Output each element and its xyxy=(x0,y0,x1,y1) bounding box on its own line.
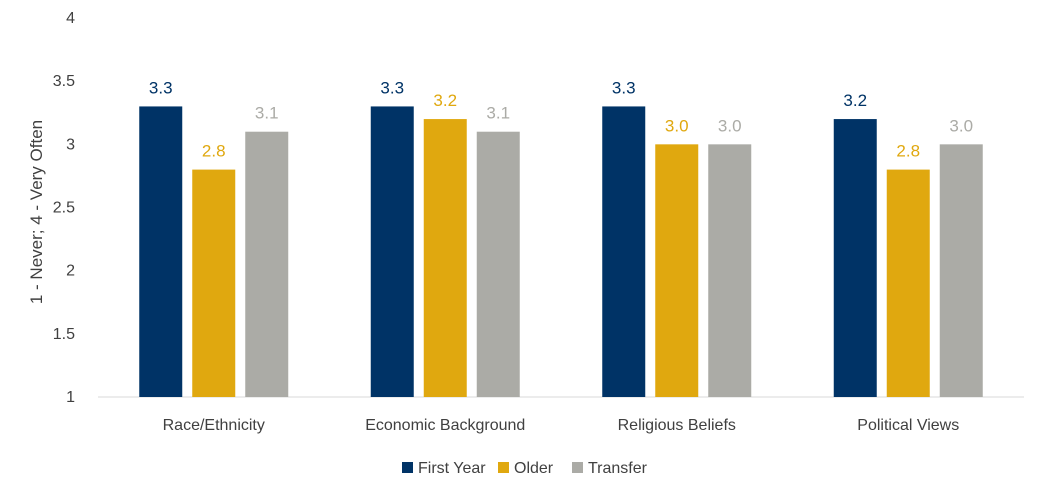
category-label: Religious Beliefs xyxy=(618,417,736,434)
bar-older xyxy=(655,144,699,397)
bar-older xyxy=(423,119,467,398)
y-tick-label: 1 xyxy=(66,389,75,406)
bar-transfer xyxy=(708,144,752,397)
bars xyxy=(139,106,983,398)
bar-first-year xyxy=(833,119,877,398)
y-tick-label: 2.5 xyxy=(53,200,75,217)
legend-item: Transfer xyxy=(572,460,648,477)
legend-swatch xyxy=(402,462,413,473)
y-tick-label: 3 xyxy=(66,136,75,153)
legend-label: First Year xyxy=(418,460,486,477)
category-labels: Race/Ethnicity Economic Background Religio… xyxy=(163,417,960,434)
legend-swatch xyxy=(498,462,509,473)
legend: First Year Older Transfer xyxy=(402,460,648,477)
data-label: 3.0 xyxy=(949,116,973,135)
legend-item: First Year xyxy=(402,460,486,477)
data-label: 3.1 xyxy=(486,104,510,123)
bar-transfer xyxy=(245,131,289,397)
category-label: Political Views xyxy=(857,417,959,434)
data-label: 3.3 xyxy=(612,78,636,97)
y-tick-label: 4 xyxy=(66,10,75,27)
y-axis-label: 1 - Never; 4 - Very Often xyxy=(27,120,46,304)
bar-older xyxy=(192,169,236,397)
bar-first-year xyxy=(139,106,183,397)
legend-label: Transfer xyxy=(588,460,648,477)
legend-swatch xyxy=(572,462,583,473)
data-labels: 3.3 2.8 3.1 3.3 3.2 3.1 3.3 3.0 3.0 3.2 2.8 3.0 xyxy=(149,78,973,160)
category-label: Economic Background xyxy=(365,417,525,434)
data-label: 3.3 xyxy=(380,78,404,97)
legend-item: Older xyxy=(498,460,554,477)
data-label: 3.0 xyxy=(718,116,742,135)
bar-first-year xyxy=(370,106,414,397)
bar-older xyxy=(886,169,930,397)
data-label: 3.3 xyxy=(149,78,173,97)
y-tick-label: 1.5 xyxy=(53,326,75,343)
y-axis-ticks: 1 1.5 2 2.5 3 3.5 4 xyxy=(53,10,75,406)
data-label: 2.8 xyxy=(202,142,226,161)
data-label: 3.2 xyxy=(433,91,457,110)
data-label: 3.1 xyxy=(255,104,279,123)
bar-first-year xyxy=(602,106,646,397)
data-label: 2.8 xyxy=(896,142,920,161)
y-tick-label: 2 xyxy=(66,263,75,280)
data-label: 3.0 xyxy=(665,116,689,135)
legend-label: Older xyxy=(514,460,554,477)
data-label: 3.2 xyxy=(843,91,867,110)
y-tick-label: 3.5 xyxy=(53,73,75,90)
bar-transfer xyxy=(939,144,983,397)
bar-transfer xyxy=(476,131,520,397)
category-label: Race/Ethnicity xyxy=(163,417,265,434)
